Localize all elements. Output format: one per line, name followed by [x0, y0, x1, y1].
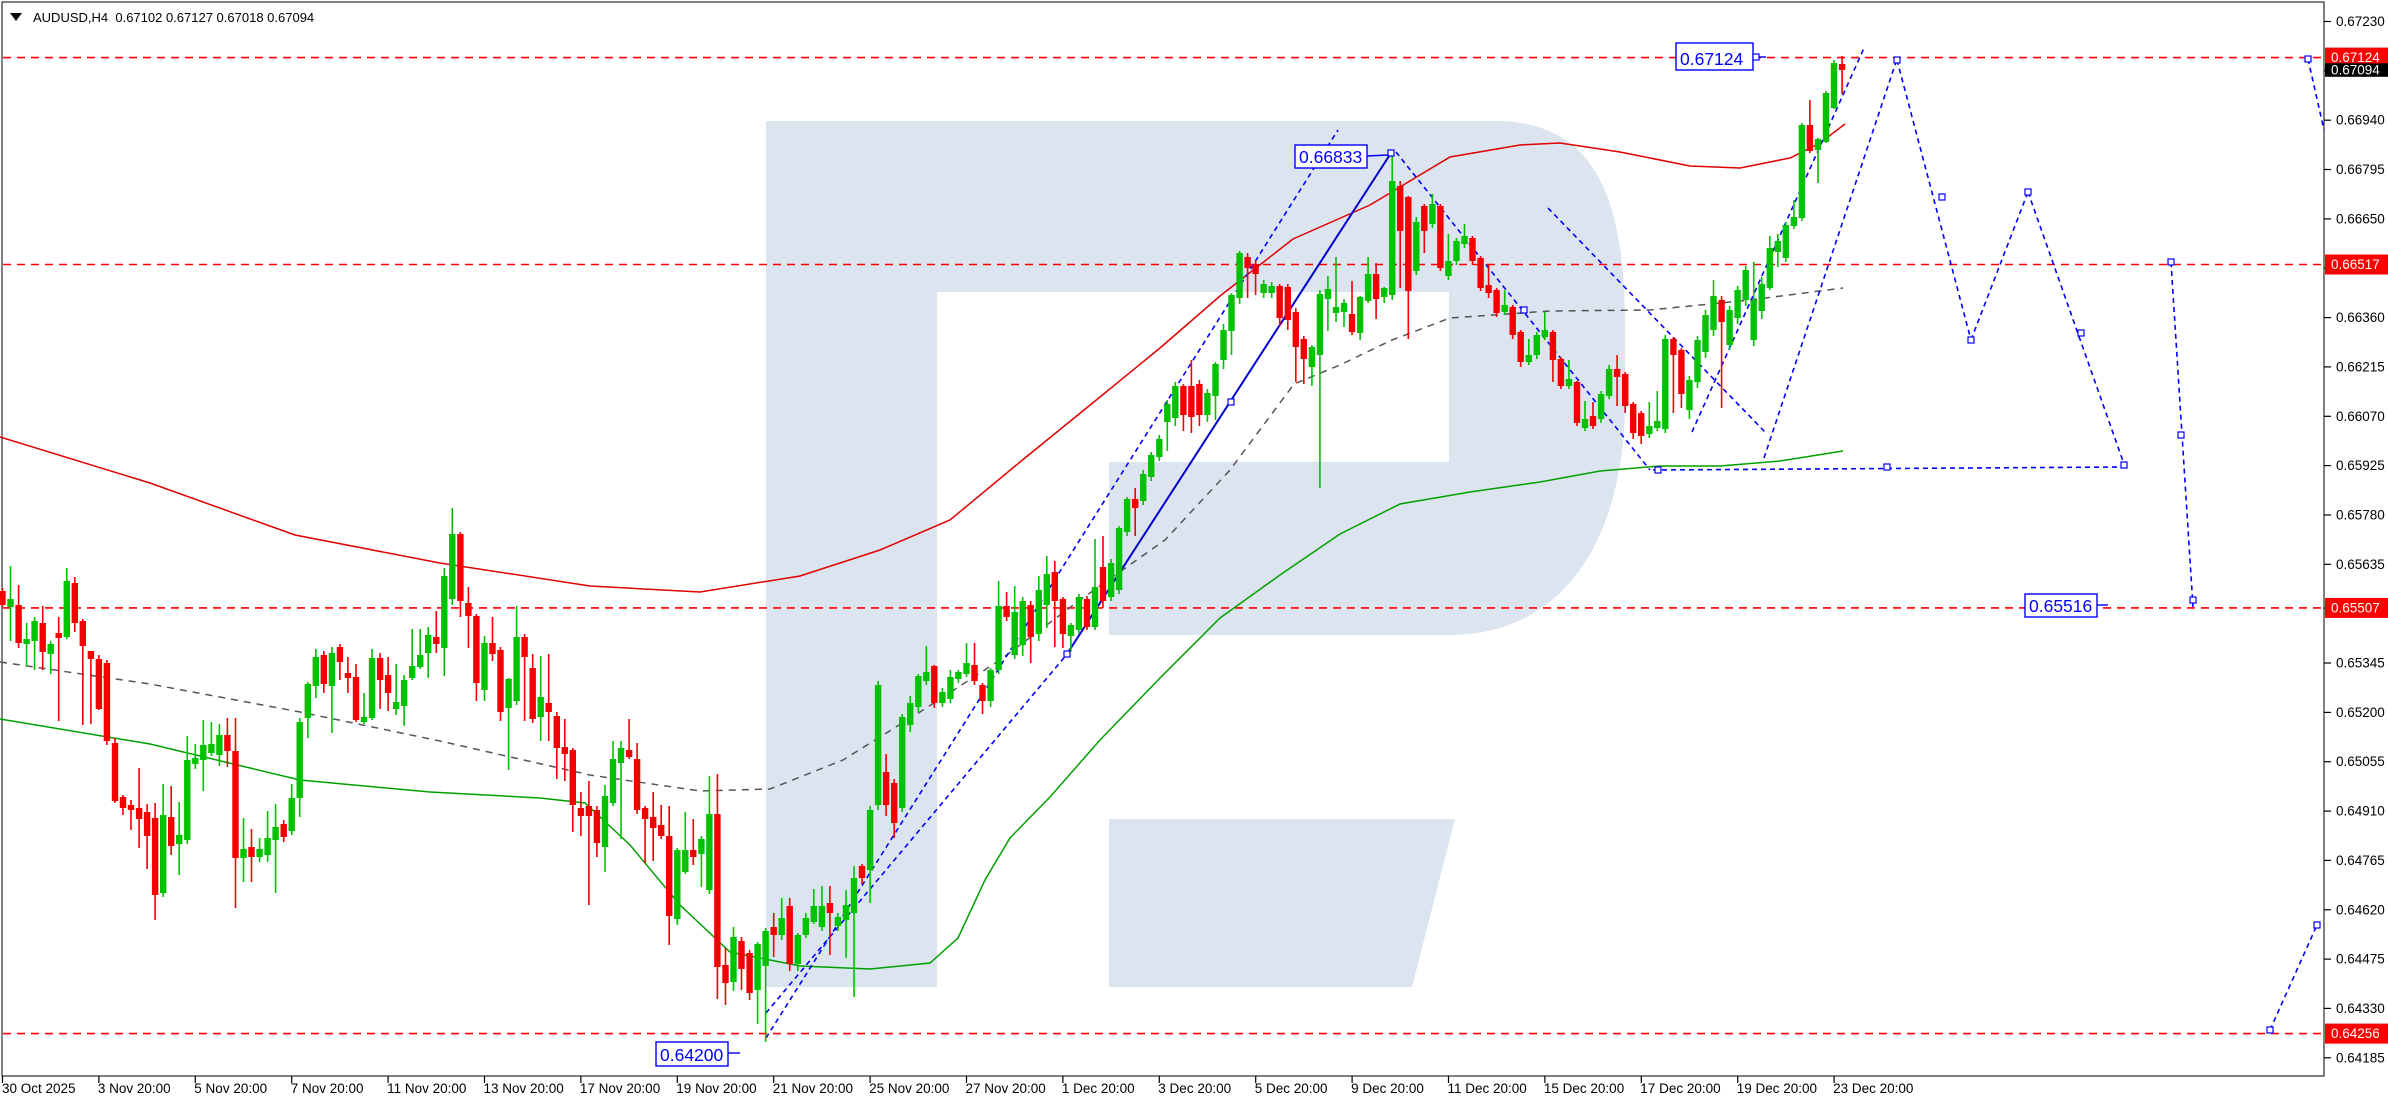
svg-text:0.65200: 0.65200: [2336, 705, 2385, 720]
svg-text:0.66795: 0.66795: [2336, 162, 2385, 177]
svg-text:30 Oct 2025: 30 Oct 2025: [2, 1081, 76, 1096]
svg-text:0.66833: 0.66833: [1299, 147, 1362, 167]
svg-text:9 Dec 20:00: 9 Dec 20:00: [1351, 1081, 1424, 1096]
svg-text:AUDUSD,H4 0.67102 0.67127 0.6: AUDUSD,H4 0.67102 0.67127 0.67018 0.6709…: [33, 10, 314, 25]
svg-text:0.65925: 0.65925: [2336, 458, 2385, 473]
svg-text:11 Dec 20:00: 11 Dec 20:00: [1448, 1081, 1527, 1096]
svg-text:5 Dec 20:00: 5 Dec 20:00: [1255, 1081, 1328, 1096]
svg-text:1 Dec 20:00: 1 Dec 20:00: [1062, 1081, 1135, 1096]
svg-text:17 Nov 20:00: 17 Nov 20:00: [580, 1081, 660, 1096]
svg-text:11 Nov 20:00: 11 Nov 20:00: [387, 1081, 466, 1096]
svg-text:0.67230: 0.67230: [2336, 14, 2385, 29]
svg-text:0.65635: 0.65635: [2336, 557, 2385, 572]
svg-text:0.64475: 0.64475: [2336, 952, 2385, 967]
svg-text:27 Nov 20:00: 27 Nov 20:00: [966, 1081, 1046, 1096]
svg-text:19 Dec 20:00: 19 Dec 20:00: [1737, 1081, 1817, 1096]
svg-text:0.64910: 0.64910: [2336, 804, 2385, 819]
svg-text:0.66215: 0.66215: [2336, 359, 2385, 374]
svg-text:0.65780: 0.65780: [2336, 508, 2385, 523]
svg-text:0.66940: 0.66940: [2336, 113, 2385, 128]
svg-text:0.67094: 0.67094: [2331, 62, 2380, 77]
svg-text:0.66517: 0.66517: [2331, 257, 2380, 272]
svg-text:0.67124: 0.67124: [2331, 50, 2380, 65]
svg-text:0.64765: 0.64765: [2336, 853, 2385, 868]
svg-text:0.64200: 0.64200: [660, 1045, 724, 1065]
svg-text:0.65345: 0.65345: [2336, 656, 2385, 671]
svg-text:0.64185: 0.64185: [2336, 1050, 2385, 1065]
svg-text:0.65507: 0.65507: [2331, 600, 2380, 615]
svg-text:0.64330: 0.64330: [2336, 1001, 2385, 1016]
svg-text:0.67124: 0.67124: [1680, 49, 1744, 69]
svg-text:5 Nov 20:00: 5 Nov 20:00: [194, 1081, 267, 1096]
svg-text:0.66070: 0.66070: [2336, 409, 2385, 424]
svg-text:3 Nov 20:00: 3 Nov 20:00: [98, 1081, 171, 1096]
svg-text:19 Nov 20:00: 19 Nov 20:00: [676, 1081, 756, 1096]
svg-text:0.66650: 0.66650: [2336, 211, 2385, 226]
svg-text:0.64620: 0.64620: [2336, 902, 2385, 917]
svg-text:17 Dec 20:00: 17 Dec 20:00: [1640, 1081, 1720, 1096]
svg-text:0.66360: 0.66360: [2336, 310, 2385, 325]
svg-text:7 Nov 20:00: 7 Nov 20:00: [291, 1081, 364, 1096]
svg-text:0.64256: 0.64256: [2331, 1026, 2380, 1041]
svg-text:0.65055: 0.65055: [2336, 754, 2385, 769]
svg-text:23 Dec 20:00: 23 Dec 20:00: [1833, 1081, 1913, 1096]
svg-text:25 Nov 20:00: 25 Nov 20:00: [869, 1081, 949, 1096]
svg-text:3 Dec 20:00: 3 Dec 20:00: [1158, 1081, 1231, 1096]
svg-text:15 Dec 20:00: 15 Dec 20:00: [1544, 1081, 1624, 1096]
svg-text:21 Nov 20:00: 21 Nov 20:00: [773, 1081, 853, 1096]
svg-text:13 Nov 20:00: 13 Nov 20:00: [484, 1081, 564, 1096]
svg-text:0.65516: 0.65516: [2029, 596, 2092, 616]
